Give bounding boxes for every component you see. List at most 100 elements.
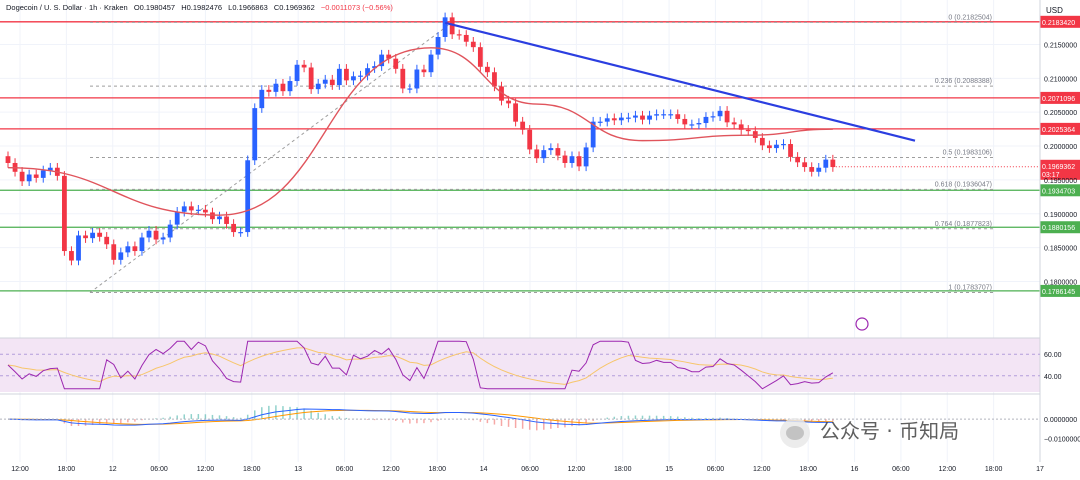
- rsi-signal-line: [7, 347, 833, 385]
- price-tick-label: 0.1950000: [1044, 178, 1077, 185]
- candle-body: [823, 159, 829, 168]
- candle-body: [795, 156, 800, 163]
- symbol-header: Dogecoin / U. S. Dollar · 1h · Kraken O0…: [6, 3, 397, 12]
- change-value: −0.0011073 (−0.56%): [320, 3, 393, 12]
- candle-body: [5, 156, 11, 163]
- candle-body: [717, 110, 723, 117]
- candle-body: [745, 129, 751, 132]
- candle-body: [336, 68, 342, 86]
- candle-body: [139, 237, 145, 252]
- candle-body: [386, 54, 392, 59]
- candlesticks: [5, 12, 836, 266]
- watermark-text: 公众号 · 币知局: [820, 419, 960, 443]
- time-tick-label: 17: [1036, 466, 1044, 473]
- candle-body: [534, 149, 540, 159]
- fib-label: 0.5 (0.1983106): [943, 149, 992, 156]
- candle-body: [62, 175, 67, 252]
- candle-body: [421, 69, 427, 73]
- candle-body: [738, 124, 744, 130]
- currency-label[interactable]: USD: [1046, 6, 1063, 15]
- macd-level-label: 0.0000000: [1044, 417, 1077, 424]
- candle-body: [661, 114, 667, 116]
- candle-body: [802, 162, 808, 168]
- support-price-tag: [1040, 184, 1080, 197]
- candle-body: [40, 170, 46, 178]
- resistance-price-tag: [1040, 91, 1080, 104]
- time-tick-label: 06:00: [150, 466, 168, 473]
- fib-label: 0 (0.2182504): [948, 14, 992, 21]
- candle-body: [562, 155, 568, 163]
- candle-body: [19, 171, 25, 182]
- bar-countdown: 03:17: [1042, 172, 1060, 179]
- watermark: 公众号 · 币知局: [780, 415, 959, 448]
- candle-body: [174, 211, 180, 225]
- candle-body: [555, 148, 561, 156]
- open-value: O0.1980457: [133, 3, 176, 12]
- candle-body: [463, 34, 469, 42]
- horizontal-levels: 0.2183420 0.2071096 0.2025364 0.1934703 0.18…: [0, 15, 1080, 297]
- candle-body: [47, 167, 53, 171]
- macd-line: [7, 408, 833, 426]
- price-axis: 0.2150000 0.2100000 0.2050000 0.2000000 0.19…: [855, 0, 1077, 462]
- candle-body: [781, 144, 786, 146]
- candle-body: [759, 137, 765, 146]
- candle-body: [477, 47, 483, 67]
- time-tick-label: 12:00: [11, 466, 29, 473]
- candle-body: [689, 124, 695, 126]
- time-tick-label: 06:00: [892, 466, 910, 473]
- candle-body: [153, 230, 159, 240]
- candle-body: [167, 224, 173, 238]
- candle-body: [470, 41, 476, 48]
- time-axis: 12:00 18:00 12 06:00 12:00 18:00 13 06:00 12:00 1…: [11, 466, 1044, 473]
- candle-body: [675, 114, 681, 119]
- candle-body: [104, 236, 110, 245]
- candle-body: [252, 108, 258, 161]
- resistance-price-label: 0.2071096: [1042, 96, 1075, 103]
- resistance-price-label: 0.2183420: [1042, 20, 1075, 27]
- candle-body: [626, 117, 631, 119]
- candle-body: [238, 232, 244, 234]
- candle-body: [273, 83, 279, 92]
- candle-body: [710, 116, 716, 118]
- time-tick-label: 12: [109, 466, 117, 473]
- support-price-tag: [1040, 284, 1080, 297]
- candle-body: [280, 83, 286, 92]
- close-value: C0.1969362: [273, 3, 315, 12]
- current-price-tag: [1040, 159, 1080, 180]
- candle-body: [731, 122, 737, 125]
- candle-body: [506, 100, 511, 104]
- candle-body: [569, 156, 575, 163]
- time-tick-label: 06:00: [521, 466, 539, 473]
- candle-body: [788, 144, 793, 157]
- candle-body: [118, 252, 124, 260]
- time-tick-label: 15: [665, 466, 673, 473]
- candle-body: [703, 116, 709, 124]
- price-tick-label: 0.1800000: [1044, 280, 1077, 287]
- candle-body: [125, 246, 131, 253]
- candle-body: [365, 68, 370, 76]
- candle-body: [576, 156, 582, 167]
- candle-body: [76, 235, 81, 261]
- time-tick-label: 18:00: [985, 466, 1003, 473]
- rsi-level-label: 60.00: [1044, 352, 1062, 359]
- candle-body: [668, 114, 674, 116]
- symbol-name[interactable]: Dogecoin / U. S. Dollar · 1h · Kraken: [6, 3, 128, 12]
- candle-body: [358, 75, 363, 77]
- candle-body: [442, 17, 448, 37]
- time-tick-label: 18:00: [58, 466, 76, 473]
- candle-body: [203, 209, 208, 213]
- candle-body: [160, 237, 166, 240]
- candle-body: [611, 118, 617, 121]
- candle-body: [449, 17, 455, 35]
- candle-body: [590, 121, 596, 148]
- candle-body: [583, 147, 589, 167]
- candle-body: [520, 121, 526, 130]
- candle-body: [195, 209, 201, 211]
- candle-body: [604, 118, 610, 122]
- candle-body: [111, 244, 117, 260]
- candle-body: [287, 81, 293, 92]
- candle-body: [188, 206, 194, 211]
- rsi-level-label: 40.00: [1044, 374, 1062, 381]
